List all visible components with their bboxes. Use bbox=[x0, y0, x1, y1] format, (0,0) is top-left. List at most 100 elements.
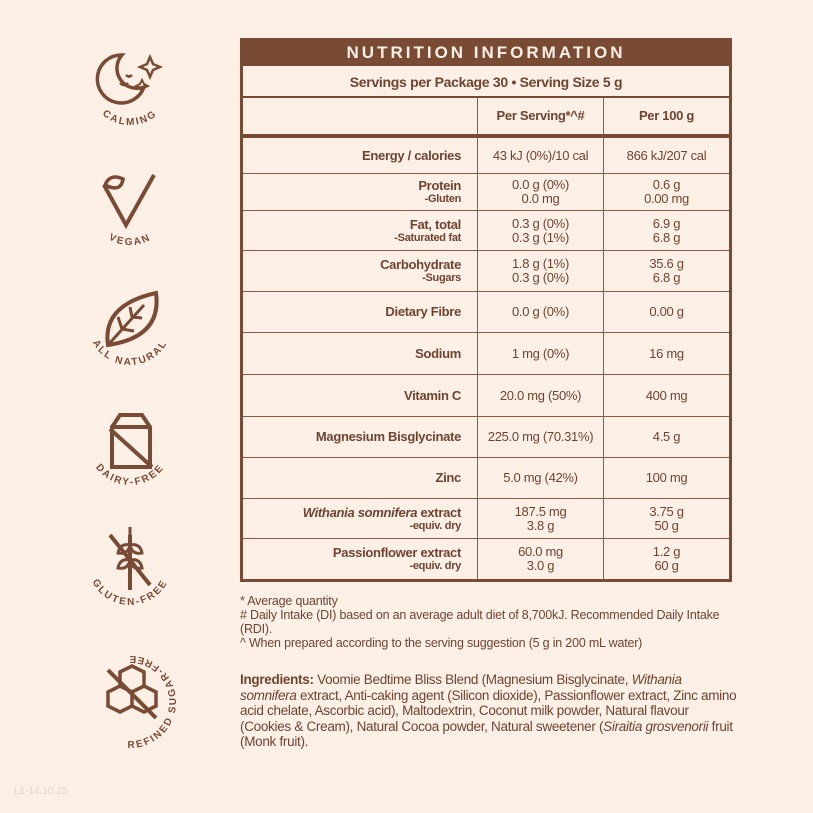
per-serving-sub-value: 0.0 mg bbox=[521, 191, 560, 206]
nutrient-label: Magnesium Bisglycinate bbox=[243, 417, 477, 457]
per-100g-value: 16 mg bbox=[649, 345, 684, 361]
per-100g-value: 6.9 g bbox=[652, 215, 681, 231]
per-100g-cell: 3.75 g 50 g bbox=[603, 499, 729, 538]
per-100g-value: 400 mg bbox=[645, 387, 688, 403]
sub-nutrient-name: -equiv. dry bbox=[409, 560, 461, 572]
per-serving-value: 225.0 mg (70.31%) bbox=[487, 429, 594, 444]
crossed-milk-carton-icon: DAIRY-FREE bbox=[93, 413, 165, 488]
badge-all-natural: ALL NATURAL bbox=[70, 265, 190, 385]
per-100g-cell: 866 kJ/207 cal bbox=[603, 138, 729, 173]
nutrient-name: Zinc bbox=[435, 470, 461, 485]
footnote: # Daily Intake (DI) based on an average … bbox=[240, 608, 720, 636]
nutrient-row: Magnesium Bisglycinate 225.0 mg (70.31%)… bbox=[243, 417, 729, 458]
ingredients-label: Ingredients: bbox=[240, 672, 314, 687]
per-100g-value: 866 kJ/207 cal bbox=[626, 147, 707, 163]
per-serving-value: 0.0 g (0%) bbox=[512, 304, 569, 319]
leaf-icon: ALL NATURAL bbox=[90, 290, 170, 368]
per-100g-cell: 100 mg bbox=[603, 458, 729, 498]
per-100g-value: 0.00 g bbox=[649, 304, 684, 319]
lot-code: L1-14.10.25 bbox=[14, 786, 68, 797]
sub-nutrient-name: -Saturated fat bbox=[394, 231, 461, 244]
ingredients-italic: Siraitia grosvenorii bbox=[603, 718, 709, 734]
nutrient-row: Dietary Fibre 0.0 g (0%) 0.00 g bbox=[243, 292, 729, 333]
per-serving-cell: 60.0 mg 3.0 g bbox=[477, 539, 603, 579]
nutrient-row: Protein -Gluten 0.0 g (0%) 0.0 mg 0.6 g 0.0… bbox=[243, 174, 729, 211]
badge-label: CALMING bbox=[100, 108, 157, 128]
nutrient-label: Withania somnifera extract -equiv. dry bbox=[243, 499, 477, 538]
sub-nutrient-name: -Gluten bbox=[424, 193, 462, 205]
nutrient-row: Zinc 5.0 mg (42%) 100 mg bbox=[243, 458, 729, 499]
svg-text:CALMING: CALMING bbox=[100, 108, 159, 128]
nutrient-label: Zinc bbox=[243, 458, 477, 498]
badge-label: ALL NATURAL bbox=[90, 338, 168, 368]
nutrient-name: extract bbox=[417, 504, 461, 520]
per-serving-value: 5.0 mg (42%) bbox=[503, 470, 578, 485]
footnote: ^ When prepared according to the serving… bbox=[240, 636, 643, 650]
per-100g-cell: 0.00 g bbox=[603, 292, 729, 332]
per-100g-value: 0.6 g bbox=[652, 177, 681, 192]
per-serving-value: 60.0 mg bbox=[518, 544, 563, 559]
nutrient-name: Energy / calories bbox=[362, 147, 461, 163]
footnotes: * Average quantity # Daily Intake (DI) b… bbox=[240, 594, 740, 650]
nutrient-name: Dietary Fibre bbox=[385, 304, 461, 319]
nutrient-label: Carbohydrate -Sugars bbox=[243, 251, 477, 291]
per-100g-cell: 16 mg bbox=[603, 333, 729, 374]
nutrition-table: NUTRITION INFORMATION Servings per Packa… bbox=[240, 38, 732, 582]
header-blank bbox=[243, 98, 477, 134]
per-serving-cell: 20.0 mg (50%) bbox=[477, 375, 603, 416]
servings-info: Servings per Package 30 • Serving Size 5… bbox=[243, 66, 729, 98]
per-serving-value: 0.0 g (0%) bbox=[512, 177, 569, 192]
nutrient-label: Vitamin C bbox=[243, 375, 477, 416]
nutrient-row: Sodium 1 mg (0%) 16 mg bbox=[243, 333, 729, 375]
nutrient-name: Vitamin C bbox=[403, 387, 461, 403]
nutrient-name: Passionflower extract bbox=[332, 545, 461, 560]
per-serving-cell: 1 mg (0%) bbox=[477, 333, 603, 374]
nutrient-name: Magnesium Bisglycinate bbox=[315, 429, 461, 444]
header-per-serving: Per Serving*^# bbox=[477, 98, 603, 134]
ingredients-text: Voomie Bedtime Bliss Blend (Magnesium Bi… bbox=[313, 672, 632, 687]
leaf-check-icon: VEGAN bbox=[102, 174, 156, 248]
ingredients-text: fruit (Monk fruit). bbox=[240, 718, 733, 750]
nutrient-name-italic: Withania somnifera bbox=[302, 504, 418, 520]
ingredients-text: extract, Anti-caking agent (Silicon diox… bbox=[240, 687, 737, 734]
nutrient-label: Fat, total -Saturated fat bbox=[243, 211, 477, 250]
per-serving-cell: 225.0 mg (70.31%) bbox=[477, 417, 603, 457]
badge-vegan: VEGAN bbox=[70, 145, 190, 265]
per-serving-value: 0.3 g (0%) bbox=[512, 215, 569, 231]
per-100g-cell: 4.5 g bbox=[603, 417, 729, 457]
per-serving-value: 1 mg (0%) bbox=[511, 345, 570, 361]
nutrient-row: Passionflower extract -equiv. dry 60.0 mg… bbox=[243, 539, 729, 579]
per-100g-sub-value: 6.8 g bbox=[652, 270, 681, 285]
nutrient-name: Fat, total bbox=[409, 216, 461, 232]
per-100g-sub-value: 0.00 mg bbox=[644, 191, 689, 206]
nutrient-label: Passionflower extract -equiv. dry bbox=[243, 539, 477, 579]
per-100g-sub-value: 60 g bbox=[654, 558, 679, 573]
per-serving-sub-value: 0.3 g (0%) bbox=[512, 270, 569, 285]
badge-label: VEGAN bbox=[107, 232, 151, 248]
badge-gluten-free: GLUTEN-FREE bbox=[70, 505, 190, 625]
per-100g-cell: 35.6 g 6.8 g bbox=[603, 251, 729, 291]
per-serving-sub-value: 0.3 g (1%) bbox=[512, 229, 569, 245]
nutrient-name: Carbohydrate bbox=[380, 257, 461, 272]
sub-nutrient-name: -Sugars bbox=[422, 272, 461, 284]
footnote: * Average quantity bbox=[240, 594, 338, 608]
nutrient-name: Sodium bbox=[415, 345, 461, 361]
per-serving-cell: 5.0 mg (42%) bbox=[477, 458, 603, 498]
per-serving-cell: 187.5 mg 3.8 g bbox=[477, 499, 603, 538]
per-100g-value: 3.75 g bbox=[649, 503, 684, 519]
nutrient-label: Sodium bbox=[243, 333, 477, 374]
badge-refined-sugar-free: REFINED SUGAR-FREE bbox=[70, 640, 190, 760]
svg-text:ALL NATURAL: ALL NATURAL bbox=[90, 338, 170, 368]
crossed-wheat-icon: GLUTEN-FREE bbox=[90, 527, 168, 608]
nutrient-label: Dietary Fibre bbox=[243, 292, 477, 332]
nutrient-label: Protein -Gluten bbox=[243, 174, 477, 210]
sub-nutrient-name: -equiv. dry bbox=[409, 519, 461, 532]
per-100g-cell: 400 mg bbox=[603, 375, 729, 416]
header-per-100g: Per 100 g bbox=[603, 98, 729, 134]
per-100g-cell: 6.9 g 6.8 g bbox=[603, 211, 729, 250]
per-serving-cell: 0.0 g (0%) bbox=[477, 292, 603, 332]
per-serving-value: 1.8 g (1%) bbox=[512, 256, 569, 271]
per-100g-value: 4.5 g bbox=[652, 429, 681, 444]
per-100g-value: 35.6 g bbox=[649, 256, 684, 271]
per-100g-cell: 1.2 g 60 g bbox=[603, 539, 729, 579]
